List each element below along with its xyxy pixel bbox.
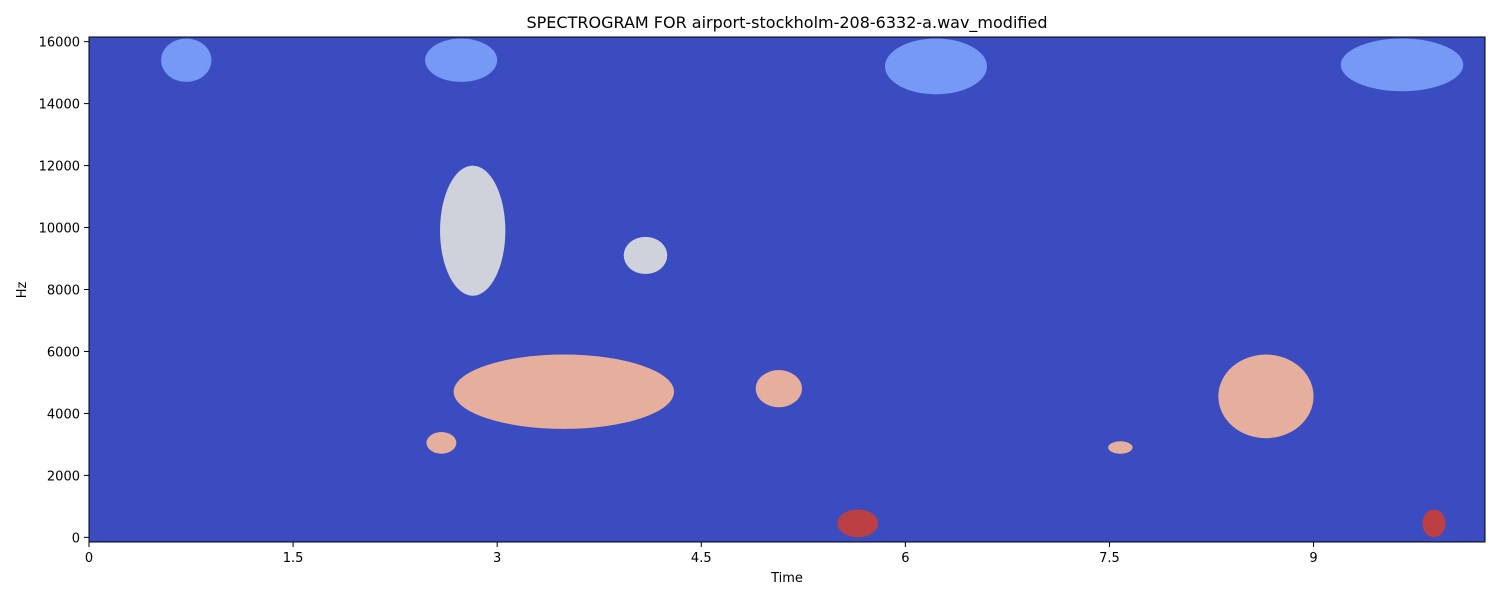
energy-region-8: [755, 370, 802, 408]
x-tick-label: 6: [901, 551, 909, 566]
energy-region-4: [440, 165, 506, 296]
energy-region-10: [1218, 354, 1314, 439]
energy-region-7: [453, 354, 675, 429]
chart-title: SPECTROGRAM FOR airport-stockholm-208-63…: [527, 13, 1048, 33]
energy-region-9: [1108, 441, 1133, 454]
spectrogram-background: [89, 37, 1485, 542]
x-tick-label: 9: [1309, 551, 1317, 566]
x-axis: 0 1.5 3 4.5 6 7.5 9: [85, 542, 1318, 566]
y-tick-label: 8000: [47, 284, 80, 299]
y-axis-label: Hz: [15, 282, 30, 299]
y-tick-label: 2000: [47, 469, 80, 484]
y-tick-label: 12000: [39, 160, 80, 175]
y-axis: 0 2000 4000 6000 8000 10000 12000 14000 16000: [39, 36, 89, 546]
x-tick-label: 7.5: [1099, 551, 1120, 566]
x-axis-label: Time: [770, 571, 803, 586]
y-tick-label: 16000: [39, 36, 80, 51]
energy-region-11: [837, 509, 879, 538]
y-tick-label: 10000: [39, 222, 80, 237]
y-tick-label: 4000: [47, 407, 80, 422]
energy-region-6: [426, 432, 457, 454]
y-tick-label: 14000: [39, 98, 80, 113]
plot-area: [88, 36, 1486, 543]
x-tick-label: 3: [493, 551, 501, 566]
x-tick-label: 0: [85, 551, 93, 566]
energy-region-12: [1422, 509, 1446, 538]
y-tick-label: 6000: [47, 345, 80, 360]
energy-region-5: [623, 236, 668, 275]
energy-region-1: [425, 38, 498, 82]
y-tick-label: 0: [72, 531, 80, 546]
energy-region-0: [161, 38, 212, 82]
x-tick-label: 4.5: [691, 551, 712, 566]
energy-region-3: [1340, 38, 1464, 92]
x-tick-label: 1.5: [283, 551, 304, 566]
energy-region-2: [884, 38, 988, 95]
